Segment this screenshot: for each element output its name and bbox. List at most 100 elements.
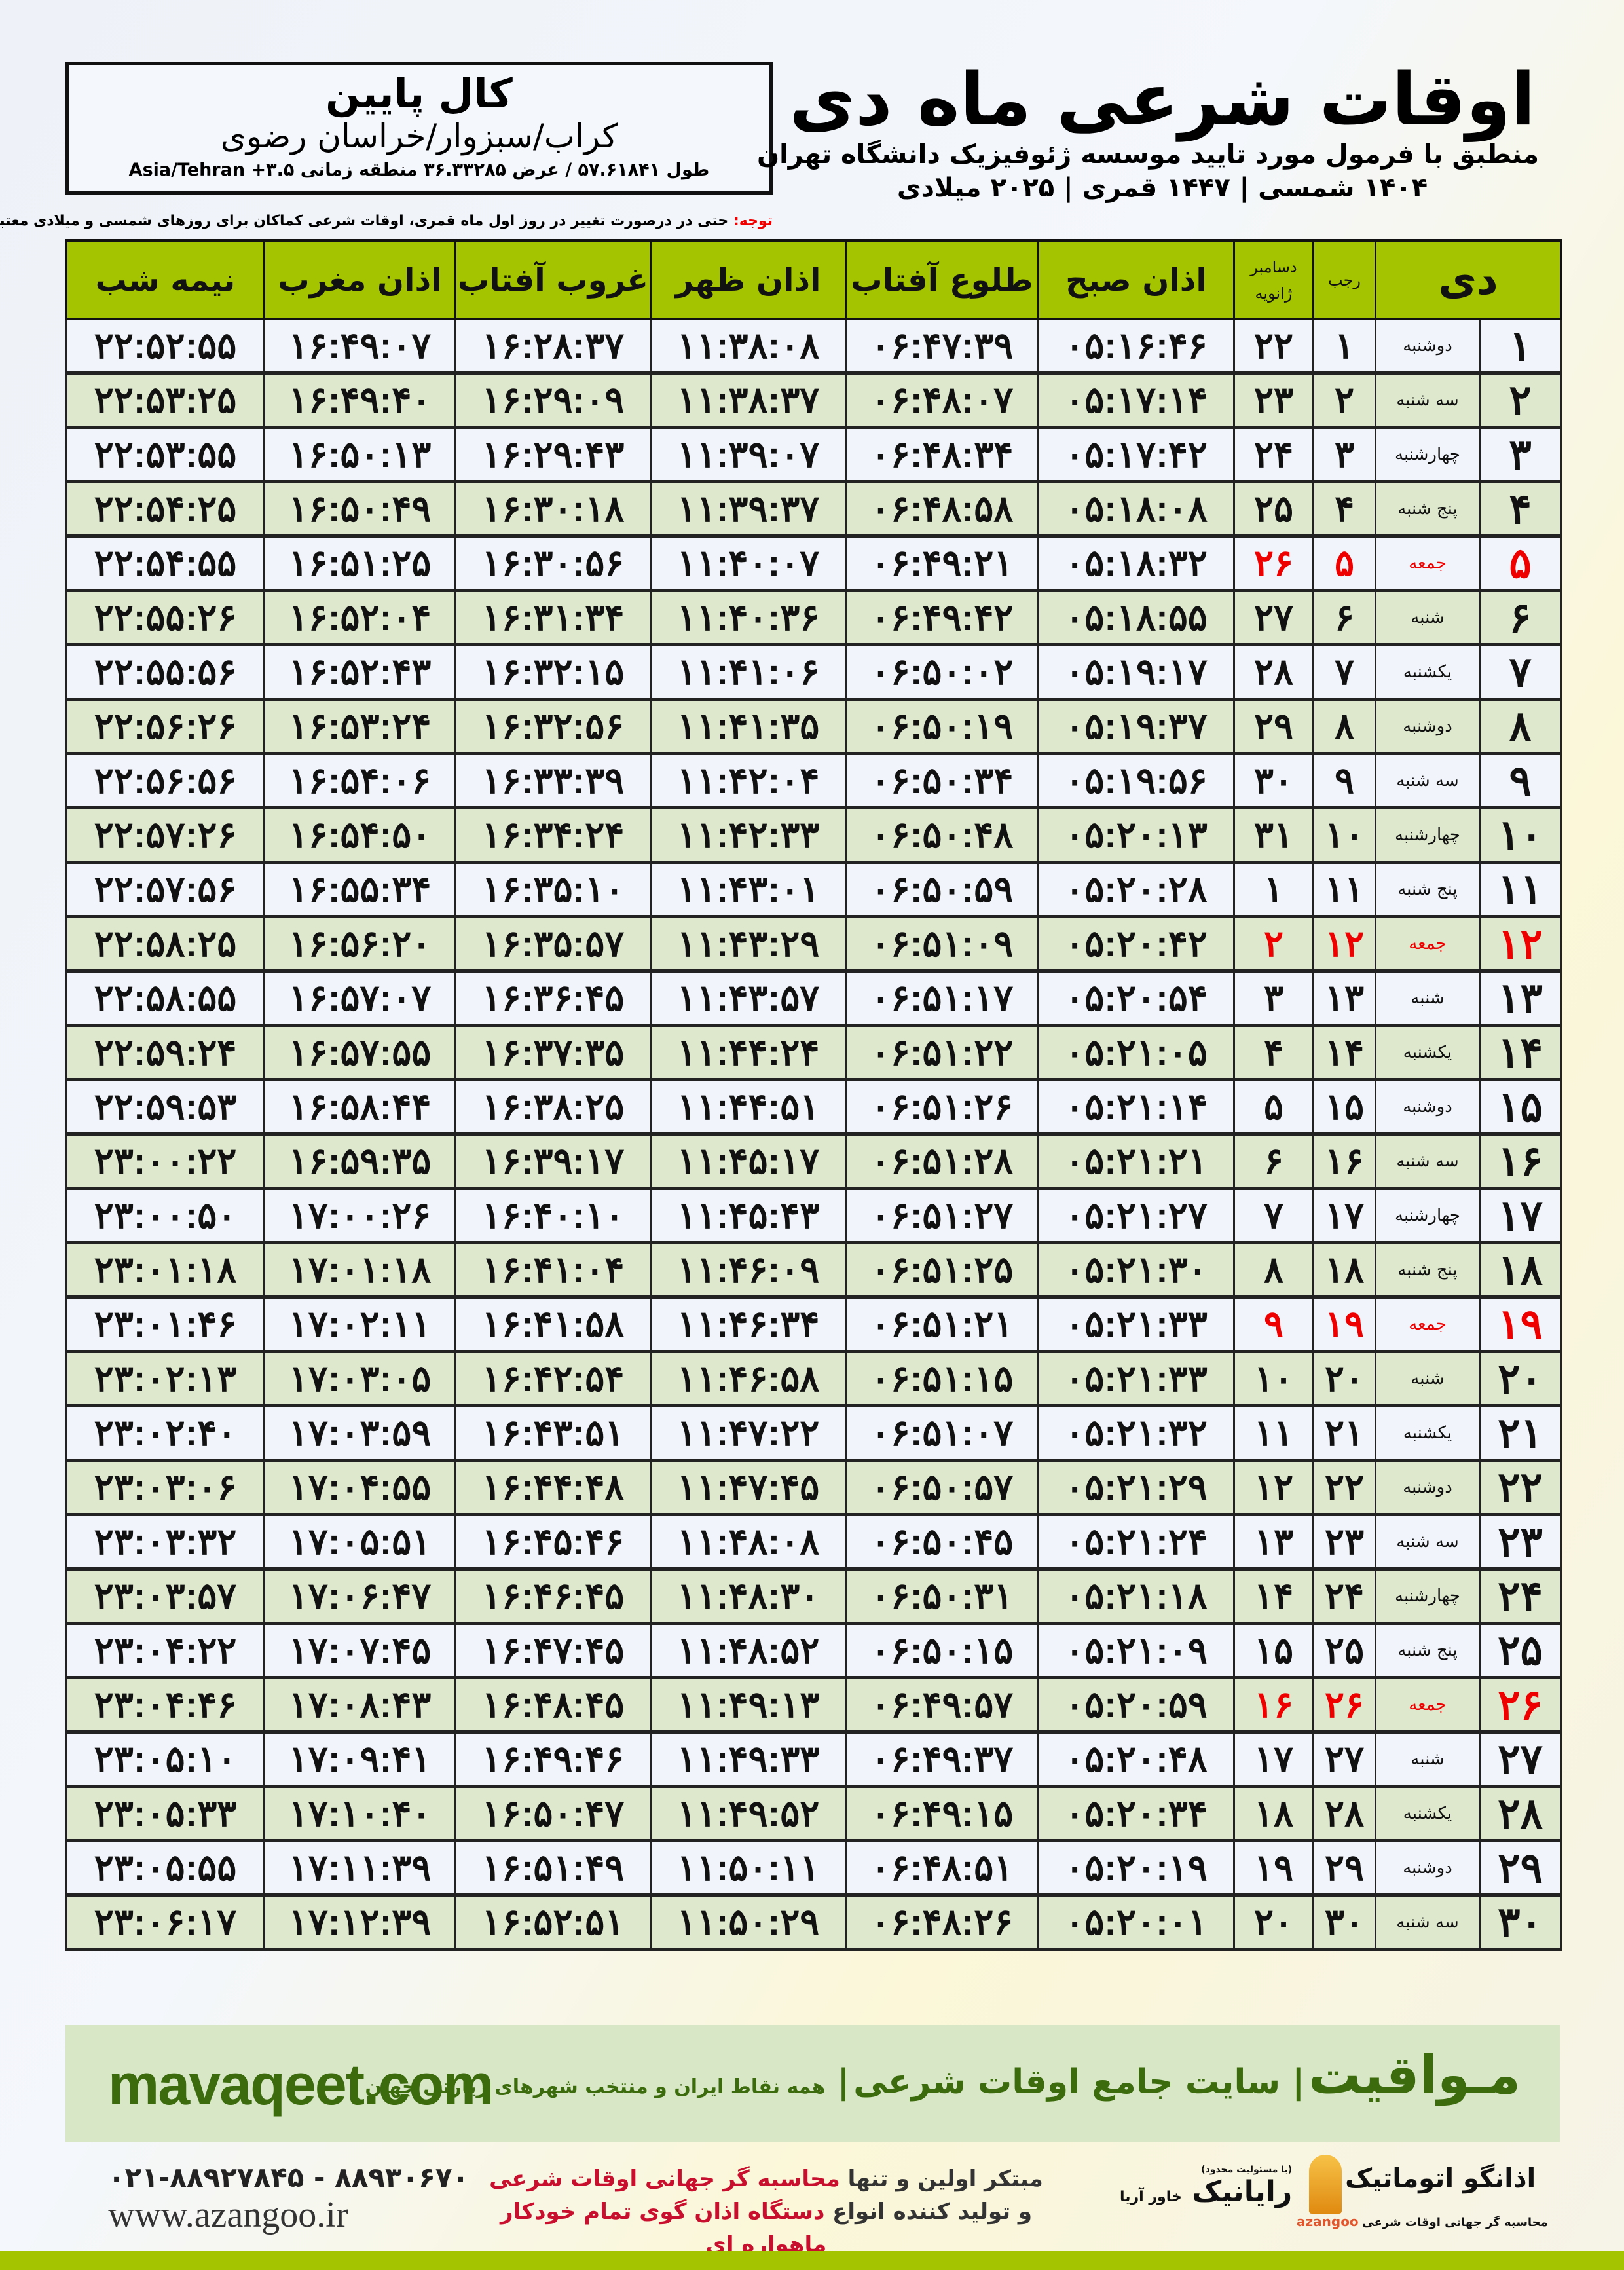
december-day: ۲۵	[1233, 481, 1314, 538]
sunrise-time: ۰۶:۵۰:۳۴	[845, 753, 1039, 809]
dhuhr-time: ۱۱:۵۰:۲۹	[650, 1894, 847, 1951]
fajr-time: ۰۵:۱۷:۱۴	[1037, 372, 1235, 429]
promo-line1b: محاسبه گر جهانی اوقات شرعی	[489, 2166, 840, 2192]
sunset-time: ۱۶:۴۴:۴۸	[454, 1459, 652, 1516]
rayanik-name: رایانیک	[1192, 2175, 1293, 2208]
maghrib-time: ۱۶:۵۴:۵۰	[263, 807, 456, 864]
day-number: ۱۲	[1479, 916, 1562, 973]
fajr-time: ۰۵:۲۱:۳۳	[1037, 1350, 1235, 1407]
sunset-time: ۱۶:۳۲:۱۵	[454, 644, 652, 701]
table-row: ۱۳ شنبه ۱۳ ۳ ۰۵:۲۰:۵۴ ۰۶:۵۱:۱۷ ۱۱:۴۳:۵۷ ۱۶:۳۶:۴…	[65, 970, 1562, 1027]
page-header: اوقات شرعی ماه دی منطبق با فرمول مورد تا…	[757, 58, 1539, 204]
december-day: ۱۷	[1233, 1731, 1314, 1788]
weekday: چهارشنبه	[1375, 1187, 1481, 1244]
fajr-time: ۰۵:۲۱:۱۸	[1037, 1568, 1235, 1625]
dhuhr-time: ۱۱:۴۱:۰۶	[650, 644, 847, 701]
december-day: ۷	[1233, 1187, 1314, 1244]
sunrise-time: ۰۶:۵۱:۱۷	[845, 970, 1039, 1027]
midnight-time: ۲۲:۵۶:۵۶	[65, 753, 265, 809]
table-row: ۶ شنبه ۶ ۲۷ ۰۵:۱۸:۵۵ ۰۶:۴۹:۴۲ ۱۱:۴۰:۳۶ ۱۶:۳۱:۳۴…	[65, 589, 1562, 646]
sunset-time: ۱۶:۴۹:۴۶	[454, 1731, 652, 1788]
weekday: جمعه	[1375, 1677, 1481, 1734]
city-name: کال پایین	[325, 69, 513, 117]
rajab-day: ۲۷	[1312, 1731, 1376, 1788]
rajab-day: ۱۵	[1312, 1079, 1376, 1136]
weekday: چهارشنبه	[1375, 426, 1481, 483]
sunrise-time: ۰۶:۵۱:۲۲	[845, 1024, 1039, 1081]
december-day: ۱۸	[1233, 1785, 1314, 1842]
rajab-day: ۵	[1312, 535, 1376, 592]
midnight-time: ۲۳:۰۵:۵۵	[65, 1840, 265, 1897]
dhuhr-time: ۱۱:۳۹:۰۷	[650, 426, 847, 483]
promo-line1a: مبتکر اولین و تنها	[840, 2166, 1043, 2192]
location-box: کال پایین کراب/سبزوار/خراسان رضوی طول ۵۷…	[65, 62, 773, 195]
azangoo-logo: اذانگو اتوماتیک محاسبه گر جهانی اوقات شر…	[1297, 2155, 1548, 2229]
fajr-time: ۰۵:۲۰:۵۴	[1037, 970, 1235, 1027]
weekday: شنبه	[1375, 1731, 1481, 1788]
maghrib-time: ۱۷:۱۰:۴۰	[263, 1785, 456, 1842]
day-number: ۱۷	[1479, 1187, 1562, 1244]
sunset-time: ۱۶:۴۶:۴۵	[454, 1568, 652, 1625]
sunrise-time: ۰۶:۵۰:۰۲	[845, 644, 1039, 701]
midnight-time: ۲۲:۵۵:۲۶	[65, 589, 265, 646]
table-row: ۱۹ جمعه ۱۹ ۹ ۰۵:۲۱:۳۳ ۰۶:۵۱:۲۱ ۱۱:۴۶:۳۴ ۱۶:۴۱:۵…	[65, 1296, 1562, 1353]
brand-tagline: سایت جامع اوقات شرعی	[853, 2062, 1281, 2102]
table-row: ۲۵ پنج شنبه ۲۵ ۱۵ ۰۵:۲۱:۰۹ ۰۶:۵۰:۱۵ ۱۱:۴۸:۵۲ ۱۶…	[65, 1622, 1562, 1679]
day-number: ۲۴	[1479, 1568, 1562, 1625]
fajr-time: ۰۵:۱۹:۳۷	[1037, 698, 1235, 755]
weekday: سه شنبه	[1375, 1894, 1481, 1951]
day-number: ۴	[1479, 481, 1562, 538]
dhuhr-time: ۱۱:۵۰:۱۱	[650, 1840, 847, 1897]
promo-text: مبتکر اولین و تنها محاسبه گر جهانی اوقات…	[458, 2163, 1074, 2261]
sunrise-time: ۰۶:۴۸:۲۶	[845, 1894, 1039, 1951]
sunrise-time: ۰۶:۴۷:۳۹	[845, 318, 1039, 375]
header-maghrib: اذان مغرب	[263, 239, 456, 320]
december-day: ۸	[1233, 1242, 1314, 1299]
fajr-time: ۰۵:۲۰:۱۹	[1037, 1840, 1235, 1897]
azangoo-url[interactable]: www.azangoo.ir	[108, 2195, 348, 2235]
maghrib-time: ۱۶:۵۷:۵۵	[263, 1024, 456, 1081]
day-number: ۱	[1479, 318, 1562, 375]
sunset-time: ۱۶:۵۰:۴۷	[454, 1785, 652, 1842]
fajr-time: ۰۵:۲۱:۳۳	[1037, 1296, 1235, 1353]
note-text: حتی در درصورت تغییر در روز اول ماه قمری،…	[0, 213, 733, 229]
maghrib-time: ۱۷:۱۱:۳۹	[263, 1840, 456, 1897]
day-number: ۱۳	[1479, 970, 1562, 1027]
dhuhr-time: ۱۱:۴۸:۰۸	[650, 1514, 847, 1571]
december-day: ۱۱	[1233, 1405, 1314, 1462]
sunrise-time: ۰۶:۵۱:۲۶	[845, 1079, 1039, 1136]
dhuhr-time: ۱۱:۳۸:۰۸	[650, 318, 847, 375]
table-row: ۳ چهارشنبه ۳ ۲۴ ۰۵:۱۷:۴۲ ۰۶:۴۸:۳۴ ۱۱:۳۹:۰۷ ۱۶:۲…	[65, 426, 1562, 483]
december-day: ۱۶	[1233, 1677, 1314, 1734]
december-day: ۲۲	[1233, 318, 1314, 375]
day-number: ۲۸	[1479, 1785, 1562, 1842]
rajab-day: ۱۸	[1312, 1242, 1376, 1299]
sunset-time: ۱۶:۳۴:۲۴	[454, 807, 652, 864]
december-day: ۱۹	[1233, 1840, 1314, 1897]
day-number: ۱۶	[1479, 1133, 1562, 1190]
midnight-time: ۲۳:۰۵:۳۳	[65, 1785, 265, 1842]
maghrib-time: ۱۷:۰۸:۴۳	[263, 1677, 456, 1734]
midnight-time: ۲۲:۵۶:۲۶	[65, 698, 265, 755]
table-row: ۱۵ دوشنبه ۱۵ ۵ ۰۵:۲۱:۱۴ ۰۶:۵۱:۲۶ ۱۱:۴۴:۵۱ ۱۶:۳۸…	[65, 1079, 1562, 1136]
table-row: ۱ دوشنبه ۱ ۲۲ ۰۵:۱۶:۴۶ ۰۶:۴۷:۳۹ ۱۱:۳۸:۰۸ ۱۶:۲۸:…	[65, 318, 1562, 375]
rajab-day: ۲۹	[1312, 1840, 1376, 1897]
site-url[interactable]: mavaqeet.com	[108, 2052, 494, 2117]
brand: مـواقیت | سایت جامع اوقات شرعی | همه نقا…	[365, 2045, 1521, 2106]
maghrib-time: ۱۶:۵۲:۴۳	[263, 644, 456, 701]
dhuhr-time: ۱۱:۴۳:۲۹	[650, 916, 847, 973]
december-day: ۱۵	[1233, 1622, 1314, 1679]
december-day: ۲۹	[1233, 698, 1314, 755]
day-number: ۱۵	[1479, 1079, 1562, 1136]
header-fajr: اذان صبح	[1037, 239, 1235, 320]
midnight-time: ۲۲:۵۵:۵۶	[65, 644, 265, 701]
midnight-time: ۲۳:۰۴:۲۲	[65, 1622, 265, 1679]
sunrise-time: ۰۶:۴۸:۵۸	[845, 481, 1039, 538]
sunrise-time: ۰۶:۴۸:۵۱	[845, 1840, 1039, 1897]
rajab-day: ۱۹	[1312, 1296, 1376, 1353]
rajab-day: ۱۰	[1312, 807, 1376, 864]
rajab-day: ۶	[1312, 589, 1376, 646]
page-title: اوقات شرعی ماه دی	[789, 58, 1536, 141]
day-number: ۵	[1479, 535, 1562, 592]
midnight-time: ۲۲:۵۳:۵۵	[65, 426, 265, 483]
